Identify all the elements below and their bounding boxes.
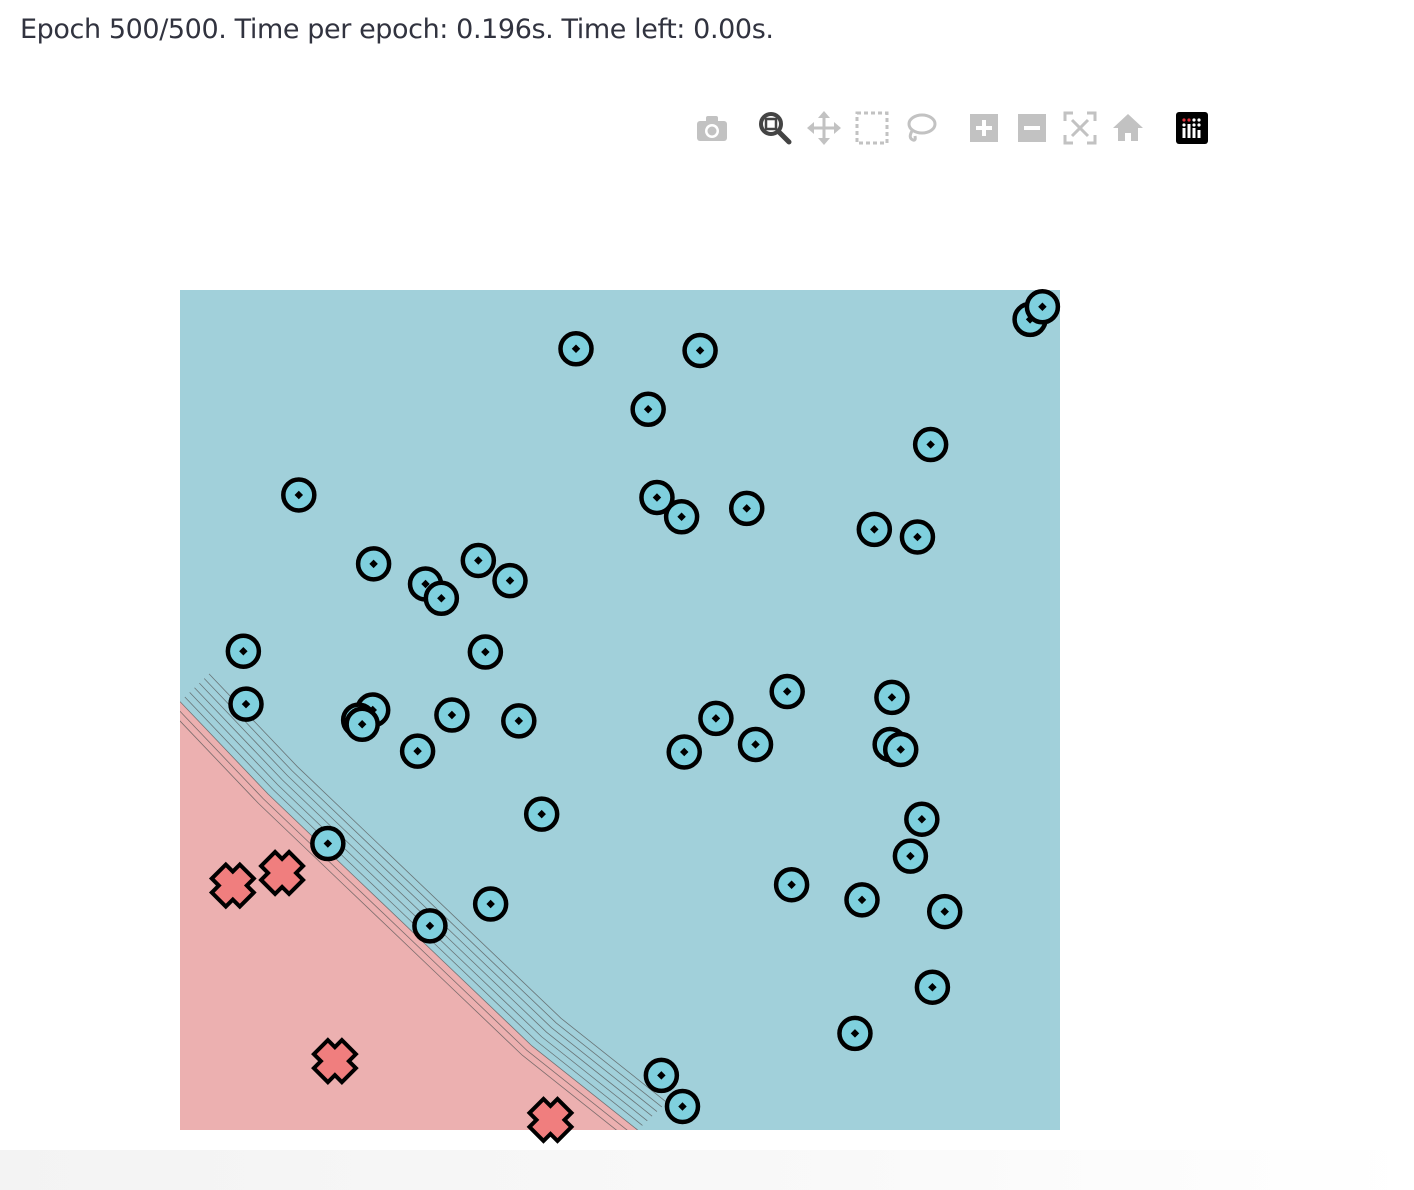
reset-axes-button[interactable] [1106, 106, 1150, 150]
positive-point[interactable] [914, 969, 951, 1005]
zoom-button[interactable] [753, 106, 797, 150]
autoscale-button[interactable] [1058, 106, 1102, 150]
contour-line [180, 701, 638, 1130]
plot-modebar [690, 106, 1220, 150]
positive-point[interactable] [892, 838, 929, 874]
positive-point[interactable] [310, 825, 346, 862]
positive-point[interactable] [281, 477, 317, 513]
positive-point[interactable] [355, 546, 392, 582]
contour-line [180, 710, 628, 1130]
positive-point[interactable] [643, 1057, 680, 1094]
positive-point[interactable] [344, 706, 380, 743]
positive-point[interactable] [228, 686, 264, 722]
positive-point[interactable] [639, 479, 675, 516]
positive-point[interactable] [769, 673, 805, 710]
reset-axes-icon [1113, 114, 1143, 141]
box-select-button[interactable] [850, 106, 894, 150]
contour-line [199, 682, 658, 1112]
box-select-icon [855, 111, 889, 145]
positive-point[interactable] [773, 866, 810, 903]
positive-point[interactable] [844, 882, 880, 918]
positive-point[interactable] [423, 580, 460, 617]
training-status-text: Epoch 500/500. Time per epoch: 0.196s. T… [20, 14, 774, 45]
positive-point[interactable] [460, 542, 497, 579]
contour-line [208, 673, 667, 1103]
zoom-out-icon [1018, 114, 1046, 142]
positive-point[interactable] [882, 731, 919, 768]
positive-point[interactable] [698, 700, 734, 737]
contour-line [194, 687, 653, 1117]
negative-point[interactable] [311, 1037, 359, 1085]
pan-icon [807, 111, 841, 145]
camera-icon [697, 116, 727, 141]
negative-point[interactable] [258, 849, 306, 897]
positive-point[interactable] [1024, 289, 1061, 325]
positive-point[interactable] [874, 679, 910, 716]
positive-point[interactable] [492, 562, 528, 599]
lasso-select-icon [907, 113, 937, 142]
lasso-select-button[interactable] [898, 106, 942, 150]
plotly-logo-icon [1176, 112, 1208, 144]
positive-point[interactable] [728, 490, 765, 527]
positive-point[interactable] [501, 703, 537, 739]
pan-button[interactable] [802, 106, 846, 150]
positive-point[interactable] [558, 331, 594, 367]
autoscale-icon [1063, 111, 1097, 145]
positive-point[interactable] [682, 332, 718, 369]
zoom-in-button[interactable] [962, 106, 1006, 150]
positive-point[interactable] [412, 908, 448, 944]
positive-point[interactable] [904, 801, 940, 837]
positive-point[interactable] [399, 733, 436, 769]
positive-point[interactable] [666, 734, 702, 770]
positive-point[interactable] [926, 893, 963, 930]
negative-point[interactable] [526, 1096, 575, 1144]
positive-point[interactable] [225, 633, 262, 669]
positive-point[interactable] [630, 391, 666, 428]
contour-line [203, 678, 663, 1108]
positive-point[interactable] [467, 634, 504, 670]
positive-point[interactable] [434, 697, 470, 733]
negative-region [180, 701, 638, 1130]
positive-point[interactable] [664, 1088, 701, 1125]
zoom-out-button[interactable] [1010, 106, 1054, 150]
positive-point[interactable] [837, 1015, 873, 1052]
plotly-logo-link[interactable] [1170, 106, 1214, 150]
positive-point[interactable] [472, 886, 509, 922]
positive-point[interactable] [523, 796, 560, 832]
download-png-button[interactable] [690, 106, 734, 150]
contour-line [184, 696, 643, 1126]
negative-point[interactable] [208, 861, 257, 910]
positive-point[interactable] [737, 726, 774, 763]
zoom-icon [759, 112, 792, 145]
positive-point[interactable] [899, 519, 936, 555]
contour-line [189, 692, 648, 1122]
positive-point[interactable] [856, 511, 893, 548]
contour-line [180, 720, 617, 1130]
zoom-in-icon [970, 114, 998, 142]
positive-point[interactable] [912, 426, 949, 463]
positive-point[interactable] [663, 499, 700, 535]
page-footer-shadow [0, 1150, 1414, 1190]
